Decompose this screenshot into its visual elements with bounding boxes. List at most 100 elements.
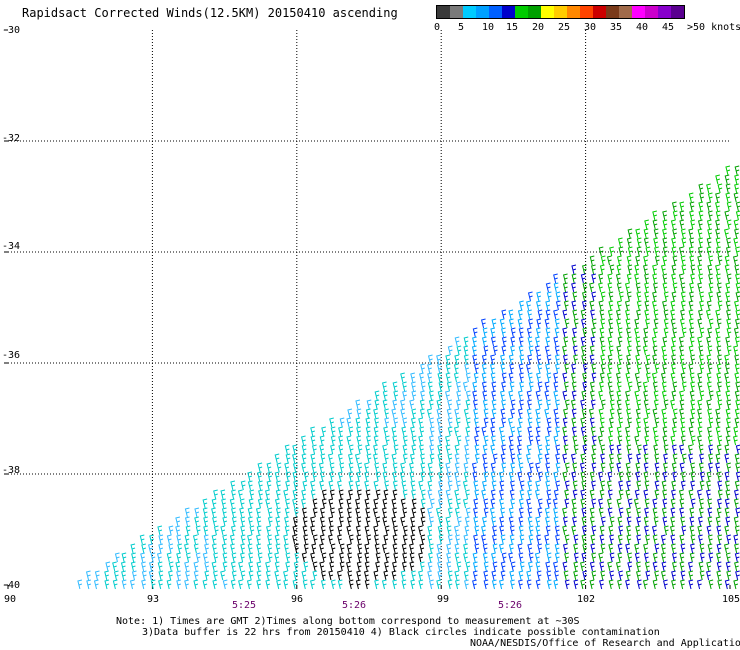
wind-barb xyxy=(462,480,468,491)
wind-barb xyxy=(689,390,695,401)
wind-barb xyxy=(464,363,470,374)
wind-barb xyxy=(327,453,333,464)
wind-barb xyxy=(534,552,540,563)
wind-barb xyxy=(672,408,678,419)
wind-barb xyxy=(734,174,739,185)
wind-barb xyxy=(456,390,462,401)
wind-barb xyxy=(447,480,453,491)
wind-barb xyxy=(616,408,622,419)
wind-barb xyxy=(537,444,543,455)
wind-barb xyxy=(636,480,642,491)
wind-barb xyxy=(446,408,452,419)
wind-barb xyxy=(454,354,460,365)
wind-barb xyxy=(203,534,209,545)
wind-barb xyxy=(546,489,552,500)
wind-barb xyxy=(104,579,110,590)
wind-barb xyxy=(537,543,543,554)
wind-barb xyxy=(589,300,595,311)
wind-barb xyxy=(688,579,694,590)
wind-barb xyxy=(643,399,649,410)
wind-barb xyxy=(527,561,533,572)
wind-barb xyxy=(616,453,622,464)
wind-barb xyxy=(211,561,217,572)
wind-barb xyxy=(113,570,119,581)
wind-barb xyxy=(671,390,677,401)
wind-barb xyxy=(553,516,559,527)
wind-barb xyxy=(364,480,369,491)
wind-barb xyxy=(535,525,541,536)
wind-barb xyxy=(454,570,460,581)
wind-barb xyxy=(590,534,596,545)
wind-barb xyxy=(699,327,705,338)
wind-barb xyxy=(490,462,496,473)
wind-barb xyxy=(679,462,685,473)
wind-barb xyxy=(688,246,694,257)
wind-barb xyxy=(293,480,299,491)
wind-barb xyxy=(554,570,559,581)
wind-barb xyxy=(680,417,685,428)
wind-barb xyxy=(733,579,739,590)
wind-barb xyxy=(374,462,380,473)
wind-barb xyxy=(392,534,398,545)
wind-barb xyxy=(121,570,126,581)
wind-barb xyxy=(348,471,354,482)
wind-barb xyxy=(320,579,326,590)
wind-barb xyxy=(436,552,442,563)
wind-barb xyxy=(168,525,174,536)
wind-barb xyxy=(651,525,657,536)
wind-barb xyxy=(337,534,342,545)
lat-label-32: -32 xyxy=(2,133,21,144)
legend-label-45: 45 xyxy=(662,22,675,33)
wind-barb xyxy=(661,507,667,518)
wind-barb xyxy=(508,390,514,401)
legend-label-50: >50 knots xyxy=(687,22,740,33)
wind-barb xyxy=(662,426,668,437)
wind-barb xyxy=(437,444,443,455)
wind-barb xyxy=(572,435,578,446)
wind-barb xyxy=(384,561,389,572)
wind-barb xyxy=(591,435,597,446)
wind-barb xyxy=(474,525,480,536)
wind-barb xyxy=(438,480,444,491)
wind-barb xyxy=(733,192,739,203)
wind-barb xyxy=(608,300,614,311)
wind-barb xyxy=(733,534,739,545)
wind-barb xyxy=(734,543,739,554)
wind-barb xyxy=(438,516,444,527)
wind-barb xyxy=(285,498,290,509)
wind-barb xyxy=(373,444,378,455)
wind-barb xyxy=(554,354,560,365)
wind-barb xyxy=(562,372,568,383)
wind-barb xyxy=(671,552,677,563)
wind-barb xyxy=(626,291,632,302)
wind-barb xyxy=(615,372,621,383)
wind-barb xyxy=(609,399,615,410)
wind-barb xyxy=(535,579,541,590)
wind-barbs xyxy=(77,165,740,590)
wind-speed-legend: 0 5 10 15 20 25 30 35 40 45 >50 knots xyxy=(434,5,740,37)
wind-barb xyxy=(454,579,460,590)
wind-barb xyxy=(572,489,578,500)
wind-barb xyxy=(617,354,623,365)
wind-barb xyxy=(508,471,514,482)
wind-barb xyxy=(725,408,731,419)
wind-barb xyxy=(499,318,505,329)
wind-barb xyxy=(690,381,695,392)
wind-barb xyxy=(609,534,614,545)
wind-barb xyxy=(509,489,515,500)
wind-barb xyxy=(537,471,543,482)
wind-barb xyxy=(483,417,489,428)
wind-barb xyxy=(517,435,522,446)
wind-barb xyxy=(706,471,712,482)
wind-barb xyxy=(346,435,352,446)
wind-barb xyxy=(518,363,524,374)
wind-barb xyxy=(571,300,577,311)
wind-barb xyxy=(346,417,352,428)
wind-barb xyxy=(661,381,667,392)
wind-barb xyxy=(121,579,127,590)
wind-barb xyxy=(726,318,732,329)
wind-barb xyxy=(688,192,694,203)
wind-barb xyxy=(616,255,622,266)
wind-barb xyxy=(319,534,325,545)
wind-barb xyxy=(472,561,478,572)
